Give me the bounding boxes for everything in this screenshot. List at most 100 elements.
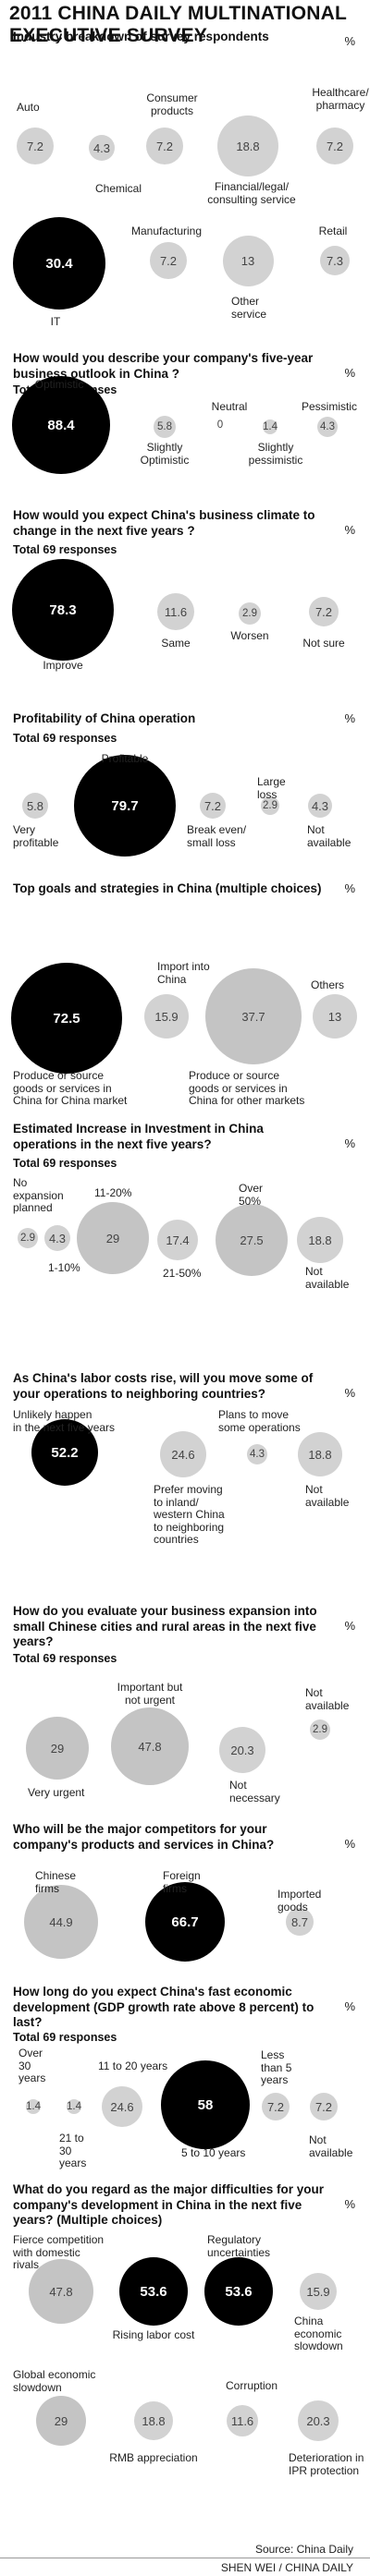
- bubble-regulatory-uncertainties: 53.6: [204, 2257, 273, 2326]
- chart-question-6: Estimated Increase in Investment in Chin…: [13, 1122, 264, 1151]
- label-prefer-moving-to-inland-western-china-to: Prefer moving to inland/western China to n…: [154, 1483, 225, 1546]
- label-financial-legal-consulting-service: Financial/legal/consulting service: [207, 180, 296, 206]
- chart-question-4: Profitability of China operation: [13, 711, 196, 725]
- bubble-21-to-30-years: 1.4: [67, 2099, 81, 2114]
- label-21-to-30-years: 21 to 30 years: [59, 2132, 87, 2169]
- label-not-available: Not available: [309, 2133, 353, 2159]
- label-consumer-products: Consumer products: [146, 91, 198, 117]
- credit-note: SHEN WEI / CHINA DAILY: [220, 2561, 353, 2574]
- label-auto: Auto: [17, 101, 40, 114]
- label-produce-or-source-goods-or-services-in-c: Produce or source goods or services in Chi…: [13, 1069, 128, 1107]
- label-not-available: Not available: [305, 1686, 350, 1712]
- label-less-than-5-years: Less than 5 years: [261, 2048, 292, 2086]
- unit-label: %: [344, 1136, 355, 1150]
- unit-label: %: [344, 711, 355, 725]
- label-no-expansion-planned: No expansion planned: [13, 1176, 64, 1214]
- bubble-china-economic-slowdown: 15.9: [300, 2273, 337, 2310]
- label-very-profitable: Very profitable: [13, 823, 59, 849]
- bubble-same: 11.6: [157, 593, 194, 630]
- label-regulatory-uncertainties: Regulatory uncertainties: [207, 2233, 271, 2259]
- label-worsen: Worsen: [230, 629, 269, 642]
- bubble-imported-goods: 8.7: [286, 1908, 314, 1936]
- bubble-slightly-optimistic: 5.8: [154, 416, 176, 438]
- chart-question-10: How long do you expect China's fast econ…: [13, 1985, 314, 2029]
- responses-count: Total 69 responses: [13, 1652, 117, 1665]
- bubble-not-available: 7.2: [310, 2093, 338, 2120]
- label-break-even-small-loss: Break even/small loss: [187, 823, 247, 849]
- label-improve: Improve: [43, 659, 83, 672]
- chart-question-7: As China's labor costs rise, will you mo…: [13, 1371, 314, 1401]
- label-retail: Retail: [318, 225, 348, 237]
- label-11-to-20-years: 11 to 20 years: [98, 2060, 168, 2072]
- label-same: Same: [161, 637, 191, 650]
- responses-count: Total 69 responses: [13, 1157, 117, 1170]
- label-chinese-firms: Chinese firms: [35, 1869, 77, 1895]
- bubble-rmb-appreciation: 18.8: [134, 2401, 173, 2440]
- bubble-improve: 78.3: [12, 559, 114, 661]
- bubble-chemical: 4.3: [89, 135, 115, 161]
- label-1-10: 1-10%: [48, 1261, 80, 1274]
- unit-label: %: [344, 2197, 355, 2211]
- bubble-unlikely-happen-in-the-next-five-years: 52.2: [31, 1419, 98, 1486]
- label-profitable: Profitable: [101, 752, 149, 765]
- label-optimistic: Optimistic: [34, 378, 84, 391]
- chart-question-3: How would you expect China's business cl…: [13, 508, 315, 538]
- bubble-foreign-firms: 66.7: [145, 1882, 225, 1962]
- bubble-slightly-pessimistic: 1.4: [263, 419, 278, 434]
- bubble-corruption: 11.6: [227, 2405, 258, 2436]
- bubble-healthcare-pharmacy: 7.2: [316, 128, 353, 164]
- bubble-prefer-moving-to-inland-western-china-to: 24.6: [160, 1431, 206, 1477]
- bubble-it: 30.4: [13, 217, 105, 310]
- chart-question-1: Industry breakdown of survey respondents: [13, 30, 269, 43]
- bubble-not-available: 18.8: [297, 1217, 343, 1263]
- chart-question-2: How would you describe your company's fi…: [13, 351, 314, 381]
- label-pessimistic: Pessimistic: [301, 400, 358, 413]
- bubble-plans-to-move-some-operations: 4.3: [247, 1444, 267, 1464]
- label-imported-goods: Imported goods: [278, 1888, 322, 1914]
- bubble-profitable: 79.7: [74, 755, 176, 857]
- responses-count: Total 69 responses: [13, 2031, 117, 2044]
- bubble-global-economic-slowdown: 29: [36, 2396, 86, 2446]
- unit-label: %: [344, 1619, 355, 1633]
- unit-label: %: [344, 366, 355, 380]
- label-slightly-optimistic: Slightly Optimistic: [140, 441, 190, 467]
- bubble-import-into-china: 15.9: [144, 994, 189, 1039]
- label-rising-labor-cost: Rising labor cost: [112, 2328, 195, 2341]
- bubble-optimistic: 88.4: [12, 376, 110, 474]
- bubble-11-20: 29: [77, 1202, 149, 1274]
- bubble-auto: 7.2: [17, 128, 54, 164]
- responses-count: Total 69 responses: [13, 732, 117, 745]
- label-neutral: Neutral: [211, 400, 248, 413]
- label-foreign-firms: Foreign firms: [163, 1869, 201, 1895]
- label-plans-to-move-some-operations: Plans to move some operations: [218, 1408, 301, 1434]
- label-unlikely-happen-in-the-next-five-years: Unlikely happen in the next five years: [13, 1408, 116, 1434]
- bubble-financial-legal-consulting-service: 18.8: [217, 115, 278, 176]
- bubble-over-30-years: 1.4: [26, 2099, 41, 2114]
- bubble-others: 13: [313, 994, 357, 1039]
- label-rmb-appreciation: RMB appreciation: [109, 2451, 198, 2464]
- bubble-retail: 7.3: [320, 246, 350, 275]
- bubble-other-service: 13: [222, 235, 274, 286]
- label-not-sure: Not sure: [302, 637, 345, 650]
- bubble-important-but-not-urgent: 47.8: [111, 1707, 189, 1785]
- bubble-produce-or-source-goods-or-services-in-c: 72.5: [11, 963, 122, 1074]
- chart-question-9: Who will be the major competitors for yo…: [13, 1822, 275, 1852]
- bubble-not-available: 18.8: [298, 1432, 342, 1476]
- label-produce-or-source-goods-or-services-in-c: Produce or source goods or services in Chi…: [189, 1069, 305, 1107]
- bubble-fierce-competition-with-domestic-rivals: 47.8: [29, 2259, 93, 2324]
- label-global-economic-slowdown: Global economic slowdown: [13, 2368, 96, 2394]
- label-not-available: Not available: [305, 1265, 350, 1291]
- label-very-urgent: Very urgent: [28, 1786, 85, 1799]
- label-healthcare-pharmacy: Healthcare/pharmacy: [312, 86, 369, 112]
- bubble-pessimistic: 4.3: [317, 417, 338, 437]
- unit-label: %: [344, 1386, 355, 1400]
- label-other-service: Other service: [231, 295, 267, 321]
- label-deterioration-in-ipr-protection: Deterioration in IPR protection: [289, 2451, 364, 2477]
- chart-question-11: What do you regard as the major difficul…: [13, 2182, 325, 2227]
- label-others: Others: [311, 978, 345, 991]
- chart-main-title: 2011 CHINA DAILY MULTINATIONAL EXECUTIVE…: [9, 3, 347, 46]
- bubble-1-10: 4.3: [44, 1225, 70, 1251]
- bubble-large-loss: 2.9: [261, 796, 279, 815]
- responses-count: Total 69 responses: [13, 543, 117, 556]
- bubble-manufacturing: 7.2: [150, 242, 187, 279]
